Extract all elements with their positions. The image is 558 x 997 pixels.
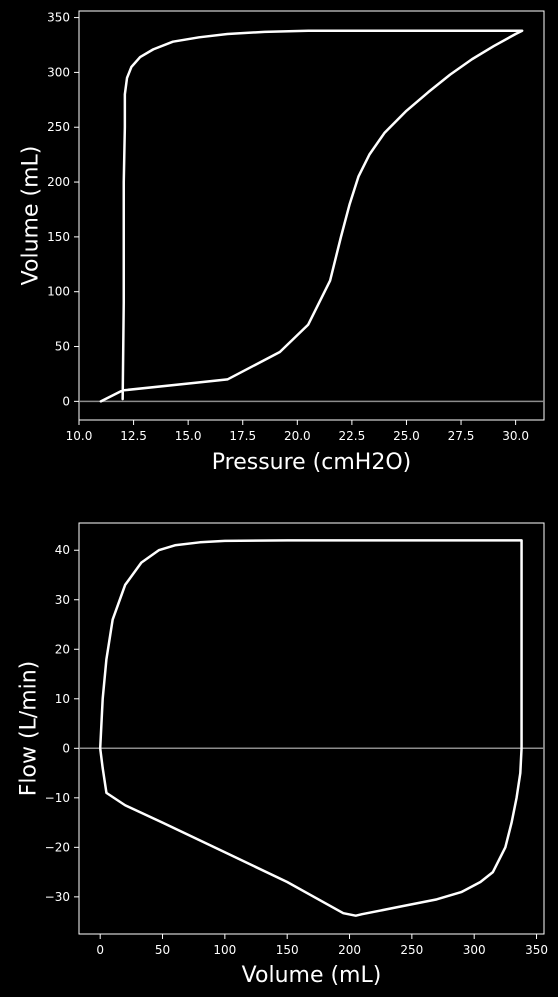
pv-x-tick-label: 17.5 (229, 429, 256, 443)
vf-y-tick-label: −20 (45, 840, 70, 854)
pv-x-tick-label: 12.5 (120, 429, 147, 443)
pv-x-tick-label: 22.5 (339, 429, 366, 443)
vf-y-tick-label: 30 (55, 593, 70, 607)
vf-y-tick-label: 0 (62, 741, 70, 755)
pv-x-axis-label: Pressure (cmH2O) (212, 450, 411, 475)
vf-loop-series-line (98, 539, 523, 917)
pv-x-tick-label: 27.5 (448, 429, 475, 443)
pv-y-tick-label: 150 (47, 230, 70, 244)
pv-y-tick-label: 0 (62, 394, 70, 408)
pv-x-tick-label: 20.0 (284, 429, 311, 443)
vf-x-tick-label: 0 (96, 943, 104, 957)
vf-x-tick-label: 250 (400, 943, 423, 957)
pv-plot-frame (78, 10, 545, 421)
vf-y-tick-label: −10 (45, 791, 70, 805)
pv-y-tick-label: 250 (47, 120, 70, 134)
pv-y-axis-label: Volume (mL) (19, 146, 44, 286)
vf-x-tick-label: 100 (213, 943, 236, 957)
pv-x-tick-label: 25.0 (393, 429, 420, 443)
vf-y-tick-label: 10 (55, 692, 70, 706)
pv-x-tick-label: 30.0 (502, 429, 529, 443)
pv-x-tick-label: 15.0 (175, 429, 202, 443)
vf-x-tick-label: 200 (338, 943, 361, 957)
pv-y-tick-label: 300 (47, 65, 70, 79)
vf-x-tick-label: 50 (155, 943, 170, 957)
pv-y-tick-label: 350 (47, 11, 70, 25)
vf-y-tick-label: 20 (55, 642, 70, 656)
pv-x-tick-label: 10.0 (66, 429, 93, 443)
vf-y-axis-label: Flow (L/min) (17, 661, 42, 797)
pv-y-tick-label: 50 (55, 340, 70, 354)
pv-loop-series-line (99, 29, 524, 403)
pv-y-tick-label: 100 (47, 285, 70, 299)
pressure-volume-chart: 10.0 12.5 15.0 17.5 20.0 22.5 25.0 27.5 30.0 0 50… (19, 10, 545, 475)
vf-y-tick-label: −30 (45, 890, 70, 904)
volume-flow-chart: 0 50 100 150 200 250 300 350 −30 −20 −10 0 10 20 30 40… (17, 522, 548, 988)
vf-x-tick-label: 150 (276, 943, 299, 957)
vf-x-tick-label: 300 (463, 943, 486, 957)
vf-x-tick-label: 350 (525, 943, 548, 957)
vf-y-tick-label: 40 (55, 543, 70, 557)
vf-plot-frame (78, 522, 545, 935)
vf-x-axis-label: Volume (mL) (242, 963, 382, 988)
pv-y-tick-label: 200 (47, 175, 70, 189)
